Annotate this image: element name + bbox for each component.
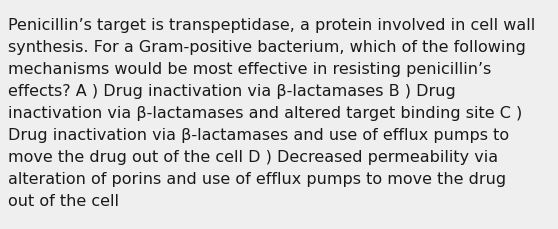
Text: alteration of porins and use of efflux pumps to move the drug: alteration of porins and use of efflux p… xyxy=(8,171,506,186)
Text: synthesis. For a Gram-positive bacterium, which of the following: synthesis. For a Gram-positive bacterium… xyxy=(8,40,526,55)
Text: mechanisms would be most effective in resisting penicillin’s: mechanisms would be most effective in re… xyxy=(8,62,491,77)
Text: out of the cell: out of the cell xyxy=(8,193,119,208)
Text: Drug inactivation via β-lactamases and use of efflux pumps to: Drug inactivation via β-lactamases and u… xyxy=(8,128,509,142)
Text: inactivation via β-lactamases and altered target binding site C ): inactivation via β-lactamases and altere… xyxy=(8,106,522,120)
Text: move the drug out of the cell D ) Decreased permeability via: move the drug out of the cell D ) Decrea… xyxy=(8,149,498,164)
Text: effects? A ) Drug inactivation via β-lactamases B ) Drug: effects? A ) Drug inactivation via β-lac… xyxy=(8,84,456,98)
Text: Penicillin’s target is transpeptidase, a protein involved in cell wall: Penicillin’s target is transpeptidase, a… xyxy=(8,18,535,33)
